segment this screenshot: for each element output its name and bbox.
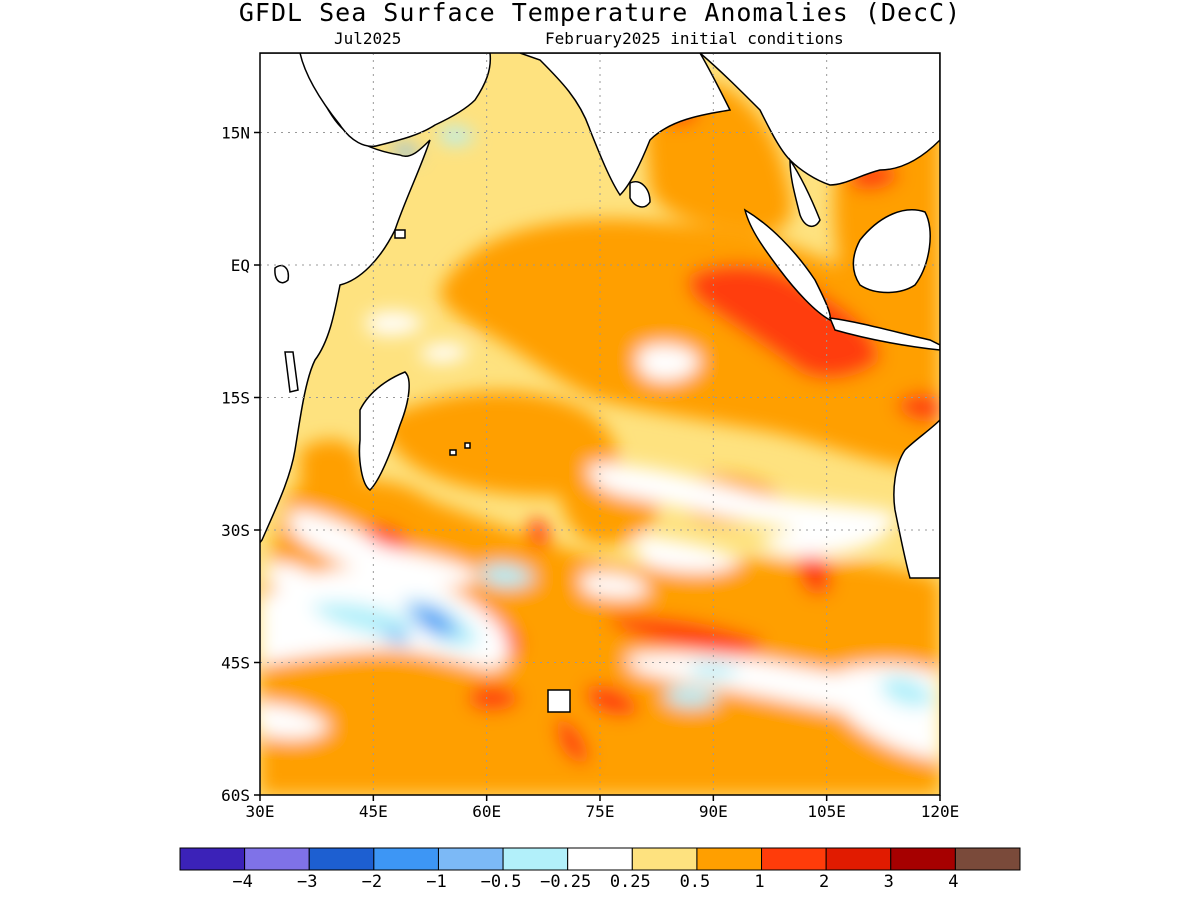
colorbar-swatch	[825, 847, 892, 871]
colorbar	[179, 847, 1021, 871]
lat-tick-label: EQ	[231, 256, 250, 275]
java	[828, 317, 940, 351]
colorbar-swatch	[696, 847, 763, 871]
lon-tick-label: 105E	[807, 802, 846, 821]
colorbar-swatch	[373, 847, 439, 871]
colorbar-swatch	[179, 847, 246, 871]
initial-conditions: February2025 initial conditions	[545, 29, 844, 48]
chart-title: GFDL Sea Surface Temperature Anomalies (…	[238, 0, 962, 27]
comoros	[284, 351, 299, 393]
lat-tick-label: 15S	[221, 389, 250, 408]
colorbar-swatch	[567, 847, 633, 871]
colorbar-label: 0.5	[679, 872, 711, 892]
forecast-month: Jul2025	[334, 29, 402, 48]
lon-tick-label: 90E	[699, 802, 728, 821]
colorbar-swatch	[890, 847, 956, 871]
southeast-asia	[698, 53, 940, 186]
colorbar-swatch	[954, 847, 1021, 871]
socotra	[394, 229, 406, 239]
lon-tick-label: 60E	[472, 802, 501, 821]
lat-tick-label: 30S	[221, 521, 250, 540]
lon-tick-label: 75E	[586, 802, 615, 821]
malay-peninsula	[789, 157, 821, 227]
borneo	[852, 209, 931, 294]
kerguelen	[547, 689, 571, 713]
colorbar-label: 2	[819, 872, 830, 892]
colorbar-swatch	[308, 847, 375, 871]
madagascar	[358, 371, 410, 491]
colorbar-label: −0.25	[540, 872, 592, 892]
lat-tick-label: 45S	[221, 654, 250, 673]
arabia	[299, 53, 492, 147]
colorbar-swatch	[502, 847, 569, 871]
mauritius	[449, 449, 457, 456]
india	[519, 53, 732, 197]
land-masses	[260, 53, 940, 713]
lon-tick-label: 45E	[359, 802, 388, 821]
colorbar-swatch	[761, 847, 827, 871]
reunion	[464, 442, 471, 449]
small-island	[274, 264, 290, 284]
colorbar-swatch	[437, 847, 504, 871]
lon-tick-label: 120E	[921, 802, 960, 821]
colorbar-label: −1	[426, 872, 447, 892]
colorbar-swatch	[244, 847, 310, 871]
graticule	[260, 53, 940, 795]
lon-tick-label: 30E	[246, 802, 275, 821]
australia	[893, 418, 940, 579]
colorbar-label: −4	[232, 872, 253, 892]
anomaly-field	[260, 53, 940, 795]
lat-tick-label: 60S	[221, 786, 250, 805]
sumatra	[743, 208, 832, 322]
colorbar-label: −3	[296, 872, 318, 892]
lat-tick-label: 15N	[221, 124, 250, 143]
colorbar-label: −0.5	[480, 872, 522, 892]
colorbar-label: 3	[883, 872, 894, 892]
colorbar-swatch	[631, 847, 698, 871]
sri-lanka	[629, 181, 651, 208]
colorbar-label: 0.25	[609, 872, 651, 892]
colorbar-label: 4	[948, 872, 959, 892]
colorbar-label: −2	[361, 872, 383, 892]
colorbar-label: 1	[754, 872, 765, 892]
